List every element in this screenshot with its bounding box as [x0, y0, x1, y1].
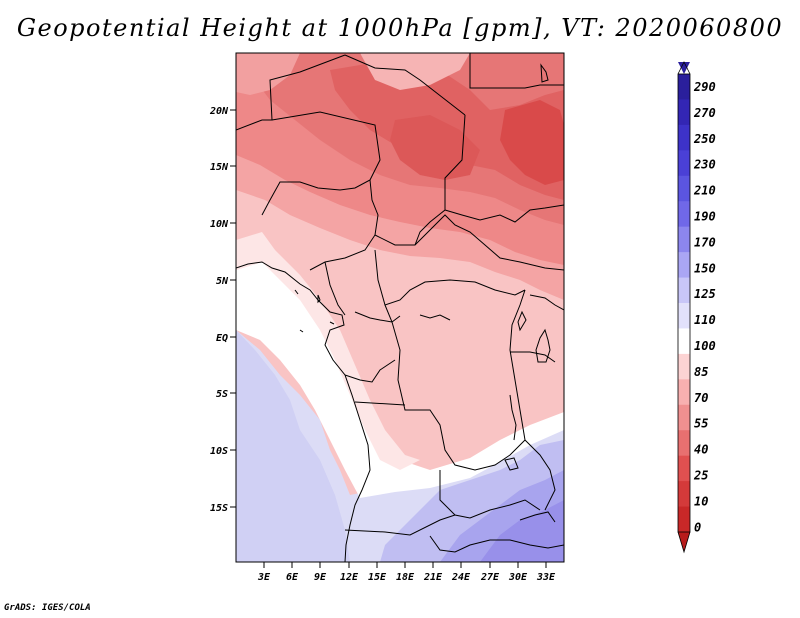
colorbar-label: 110: [694, 313, 716, 327]
colorbar-label: 55: [694, 417, 708, 431]
colorbar-label: 230: [693, 158, 716, 172]
lon-label-9e: 9E: [314, 572, 327, 583]
lat-label-10n: 10N: [210, 219, 229, 230]
colorbar-label: 190: [694, 210, 716, 224]
lat-label-5n: 5N: [216, 276, 229, 287]
lon-label-21e: 21E: [423, 572, 443, 583]
latitude-axis: 20N 15N 10N 5N EQ 5S 10S 15S: [209, 106, 236, 514]
colorbar-cell: [678, 226, 690, 253]
country-borders: [236, 53, 564, 562]
colorbar-label: 100: [694, 339, 716, 353]
colorbar-label: 85: [694, 365, 708, 379]
colorbar-label: 70: [694, 391, 708, 405]
colorbar-cell: [678, 99, 690, 126]
lon-label-18e: 18E: [396, 572, 415, 583]
colorbar-cell: [678, 328, 690, 355]
colorbar-cell: [678, 150, 690, 177]
colorbar-label: 170: [694, 235, 716, 249]
colorbar-cell: [678, 430, 690, 457]
lon-label-27e: 27E: [480, 572, 500, 583]
colorbar-cell: [678, 379, 690, 406]
colorbar-cells: [678, 74, 690, 533]
colorbar-label: 40: [694, 443, 708, 457]
grads-credit: GrADS: IGES/COLA: [4, 603, 91, 613]
lon-label-24e: 24E: [451, 572, 471, 583]
map-title: Geopotential Height at 1000hPa [gpm], VT…: [16, 14, 784, 42]
colorbar-frame: [677, 73, 691, 533]
colorbar-cell: [678, 481, 690, 508]
colorbar-cell: [678, 74, 690, 100]
lat-label-10s: 10S: [210, 446, 228, 457]
colorbar-label: 250: [693, 132, 716, 146]
colorbar-label: 25: [693, 469, 708, 483]
colorbar-label: 10: [694, 494, 708, 508]
colorbar-cell: [678, 201, 690, 228]
lon-label-30e: 30E: [508, 572, 528, 583]
map-frame: [235, 52, 565, 563]
colorbar-cell: [678, 404, 690, 431]
colorbar-bottom-arrow: [678, 532, 690, 552]
colorbar-cell: [678, 252, 690, 279]
colorbar: 2902702502302101901701501251101008570554…: [677, 61, 716, 554]
colorbar-label: 270: [693, 106, 716, 120]
colorbar-cell: [678, 455, 690, 482]
colorbar-top-arrow: [678, 62, 690, 74]
colorbar-cell: [678, 124, 690, 151]
lat-label-20n: 20N: [209, 106, 229, 117]
lat-label-eq: EQ: [216, 333, 228, 344]
colorbar-label: 125: [694, 287, 716, 301]
height-field: [236, 53, 564, 562]
colorbar-cell: [678, 303, 690, 329]
colorbar-label: 150: [694, 261, 716, 275]
colorbar-cell: [678, 277, 690, 304]
colorbar-label: 210: [693, 184, 716, 198]
lon-label-33e: 33E: [536, 572, 556, 583]
colorbar-label: 0: [694, 520, 701, 534]
lat-label-15s: 15S: [210, 503, 228, 514]
lon-label-15e: 15E: [368, 572, 387, 583]
colorbar-cell: [678, 353, 690, 380]
longitude-axis: 3E 6E 9E 12E 15E 18E 21E 24E 27E 30E 33E: [257, 562, 556, 583]
colorbar-cell: [678, 175, 690, 202]
lon-label-12e: 12E: [340, 572, 359, 583]
colorbar-label: 290: [693, 80, 716, 94]
lat-label-5s: 5S: [216, 389, 228, 400]
lon-label-3e: 3E: [257, 572, 271, 583]
colorbar-cell: [678, 506, 690, 533]
lon-label-6e: 6E: [286, 572, 299, 583]
colorbar-labels: 2902702502302101901701501251101008570554…: [693, 80, 716, 534]
lat-label-15n: 15N: [210, 162, 229, 173]
